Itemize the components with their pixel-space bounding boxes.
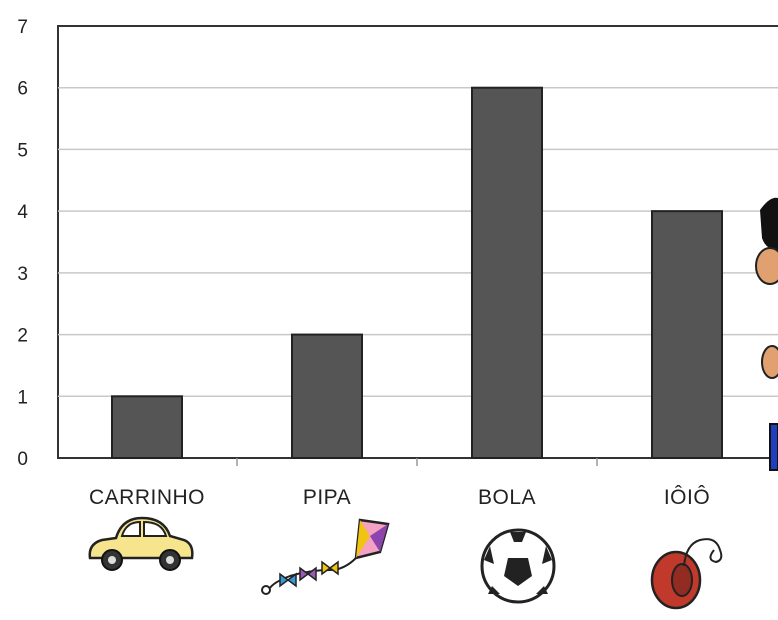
yoyo-icon <box>650 538 723 610</box>
child-figure-icon <box>755 197 778 471</box>
y-tick-label: 4 <box>17 202 28 223</box>
y-tick-label: 3 <box>17 264 28 285</box>
x-category-label: CARRINHO <box>89 486 205 509</box>
x-axis-categories: CARRINHO PIPA BOLA IÔIÔ <box>89 486 710 509</box>
y-tick-label: 1 <box>17 387 28 408</box>
bar-bola <box>471 86 543 459</box>
kite-icon <box>261 518 390 595</box>
y-tick-label: 5 <box>17 140 28 161</box>
y-tick-label: 7 <box>17 17 28 38</box>
y-axis-ticks: 0 1 2 3 4 5 6 7 <box>17 17 28 470</box>
x-category-label: BOLA <box>478 486 536 509</box>
bars <box>111 86 723 460</box>
y-tick-label: 2 <box>17 326 28 347</box>
bar-ioio <box>651 210 723 459</box>
y-tick-label: 6 <box>17 79 28 100</box>
car-icon <box>88 516 194 571</box>
y-tick-label: 0 <box>17 449 28 470</box>
x-category-label: IÔIÔ <box>664 486 710 509</box>
soccer-ball-icon <box>480 528 556 604</box>
x-category-label: PIPA <box>303 486 351 509</box>
bar-carrinho <box>111 395 183 459</box>
bar-pipa <box>291 333 363 460</box>
